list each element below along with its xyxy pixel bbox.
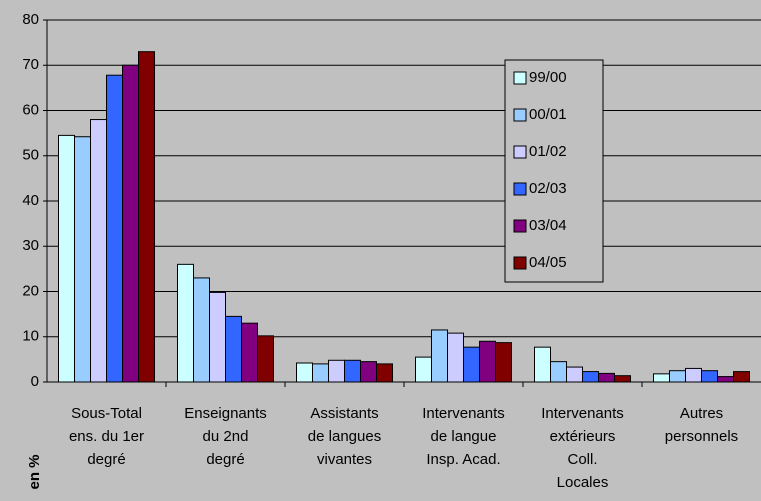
legend-label: 04/05: [529, 254, 567, 271]
bar: [534, 346, 551, 383]
bar: [312, 363, 329, 383]
bar: [225, 315, 242, 383]
legend-swatch: [513, 71, 527, 85]
y-tick-label: 30: [22, 237, 39, 254]
y-axis-label: en %: [26, 454, 43, 489]
bar: [669, 370, 686, 383]
bar: [360, 361, 377, 383]
y-tick-label: 40: [22, 192, 39, 209]
y-tick-label: 60: [22, 101, 39, 118]
x-tick-label: Assistants de langues vivantes: [307, 405, 382, 468]
legend-label: 03/04: [529, 217, 567, 234]
bar: [193, 277, 210, 383]
bar: [463, 346, 480, 383]
bar: [582, 371, 599, 383]
legend-swatch: [513, 219, 527, 233]
bar: [495, 342, 512, 383]
bar: [415, 356, 432, 383]
bar: [122, 64, 139, 383]
bar: [717, 376, 734, 383]
y-tick-label: 20: [22, 282, 39, 299]
legend-swatch: [513, 182, 527, 196]
bar: [74, 136, 91, 383]
legend-label: 01/02: [529, 143, 567, 160]
legend-box: [504, 59, 604, 283]
bar: [344, 359, 361, 383]
bar: [209, 291, 226, 383]
y-tick-label: 0: [31, 373, 39, 390]
bar: [614, 375, 631, 383]
legend-label: 99/00: [529, 69, 567, 86]
x-tick-label: Autres personnels: [664, 405, 739, 445]
legend-swatch: [513, 145, 527, 159]
legend-swatch: [513, 256, 527, 270]
legend-swatch: [513, 108, 527, 122]
bar: [328, 359, 345, 383]
bar: [566, 366, 583, 383]
y-tick-label: 50: [22, 147, 39, 164]
x-tick-label: Sous-Total ens. du 1er degré: [68, 405, 145, 468]
bar: [685, 367, 702, 383]
bar: [431, 329, 448, 383]
x-tick-label: Intervenants extérieurs Coll. Locales: [541, 405, 624, 491]
y-tick-label: 70: [22, 56, 39, 73]
bar: [241, 322, 258, 383]
x-tick-label: Intervenants de langue Insp. Acad.: [422, 405, 505, 468]
bar: [598, 372, 615, 383]
y-tick-label: 10: [22, 328, 39, 345]
legend-label: 00/01: [529, 106, 567, 123]
bar: [106, 74, 123, 383]
bar: [257, 335, 274, 383]
bar: [177, 263, 194, 383]
legend-label: 02/03: [529, 180, 567, 197]
bar: [296, 362, 313, 383]
bar: [701, 370, 718, 383]
x-tick-label: Enseignants du 2nd degré: [184, 405, 267, 468]
bar: [653, 373, 670, 383]
y-tick-label: 80: [22, 11, 39, 28]
bar: [90, 119, 107, 383]
bar: [447, 332, 464, 383]
bar: [58, 134, 75, 383]
bar: [138, 51, 155, 383]
bar: [376, 363, 393, 383]
bar: [550, 361, 567, 383]
bar: [733, 371, 750, 383]
bar: [479, 340, 496, 383]
